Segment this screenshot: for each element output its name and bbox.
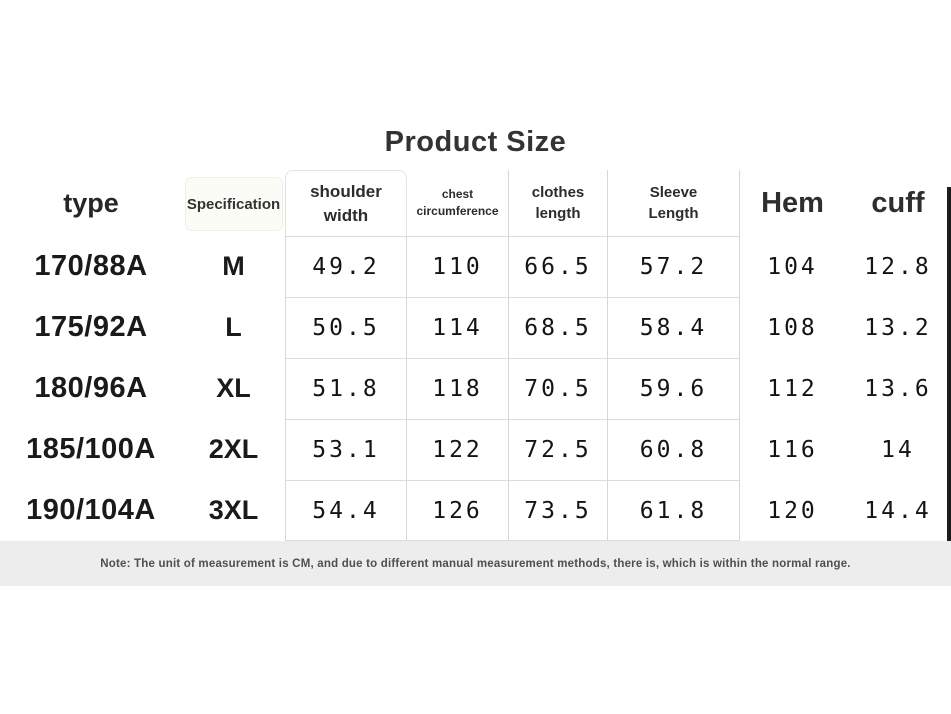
cell-clothes-length: 66.5 — [508, 236, 607, 297]
cell-sleeve-length: 61.8 — [607, 480, 740, 541]
cell-type: 180/96A — [34, 372, 148, 404]
cell-chest-circumference: 110 — [407, 236, 508, 297]
cell-shoulder-width: 50.5 — [285, 297, 407, 358]
cell-sleeve-length: 60.8 — [607, 419, 740, 480]
cell-type: 170/88A — [34, 250, 148, 282]
cell-hem: 104 — [767, 253, 818, 280]
header-cell-type: type — [63, 187, 119, 218]
cell-chest-circumference: 122 — [407, 419, 508, 480]
cell-hem: 108 — [767, 314, 818, 341]
cell-clothes-length: 72.5 — [508, 419, 607, 480]
cell-cuff: 14 — [881, 436, 915, 463]
cell-type: 190/104A — [26, 494, 156, 526]
measurement-note: Note: The unit of measurement is CM, and… — [100, 557, 851, 570]
cell-sleeve-length: 57.2 — [607, 236, 740, 297]
cell-clothes-length: 70.5 — [508, 358, 607, 419]
header-cell-shoulder-width: shoulder width — [285, 170, 407, 236]
header-cell-cuff: cuff — [871, 186, 925, 219]
specification-card: Specification — [184, 177, 283, 231]
cell-shoulder-width: 51.8 — [285, 358, 407, 419]
cell-hem: 120 — [767, 497, 818, 524]
right-edge-photo-sliver — [947, 187, 951, 541]
cell-specification: 2XL — [208, 434, 259, 464]
cell-specification: XL — [216, 373, 251, 403]
header-cell-hem: Hem — [761, 186, 824, 219]
cell-sleeve-length: 59.6 — [607, 358, 740, 419]
header-cell-specification: Specification — [182, 170, 285, 236]
cell-cuff: 12.8 — [864, 253, 932, 280]
cell-specification: M — [222, 251, 245, 281]
cell-shoulder-width: 53.1 — [285, 419, 407, 480]
cell-hem: 116 — [767, 436, 818, 463]
cell-shoulder-width: 54.4 — [285, 480, 407, 541]
header-cell-clothes-length: clothes length — [508, 170, 607, 236]
cell-clothes-length: 68.5 — [508, 297, 607, 358]
cell-type: 175/92A — [34, 311, 148, 343]
header-cell-sleeve-length: Sleeve Length — [607, 170, 740, 236]
measurement-note-bar: Note: The unit of measurement is CM, and… — [0, 541, 951, 586]
size-table: type Specification shoulder width chest … — [0, 170, 951, 541]
cell-chest-circumference: 126 — [407, 480, 508, 541]
cell-cuff: 13.6 — [864, 375, 932, 402]
cell-shoulder-width: 49.2 — [285, 236, 407, 297]
cell-chest-circumference: 118 — [407, 358, 508, 419]
cell-specification: 3XL — [208, 495, 259, 525]
cell-cuff: 13.2 — [864, 314, 932, 341]
header-cell-chest-circumference: chest circumference — [416, 187, 499, 218]
page-title: Product Size — [384, 126, 567, 158]
cell-type: 185/100A — [26, 433, 156, 465]
cell-specification: L — [225, 312, 242, 342]
cell-clothes-length: 73.5 — [508, 480, 607, 541]
cell-hem: 112 — [767, 375, 818, 402]
cell-cuff: 14.4 — [864, 497, 932, 524]
cell-chest-circumference: 114 — [407, 297, 508, 358]
cell-sleeve-length: 58.4 — [607, 297, 740, 358]
